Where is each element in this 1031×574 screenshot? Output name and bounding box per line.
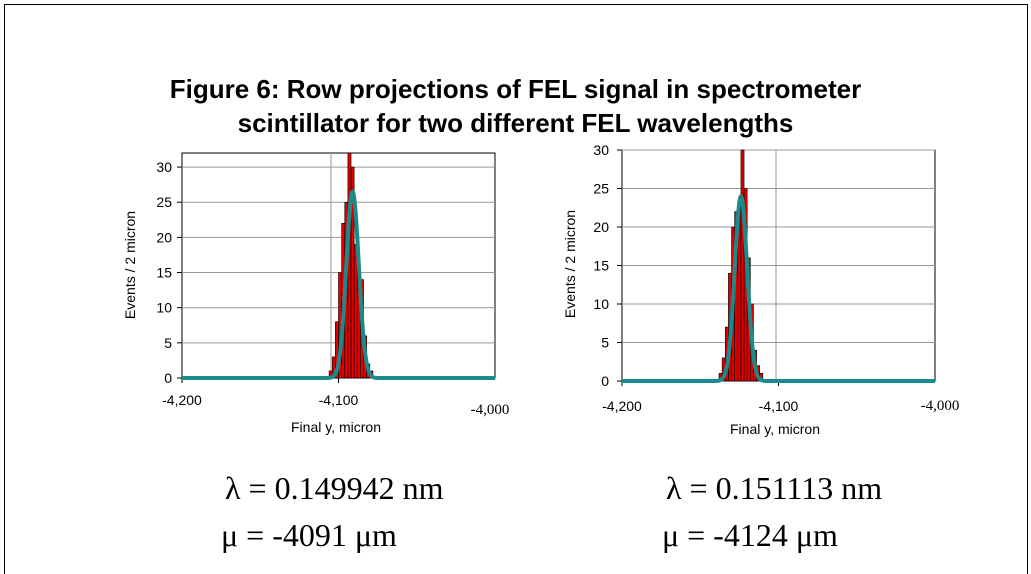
x-tick-label: -4,000: [471, 402, 510, 418]
histogram-bar: [740, 149, 745, 382]
y-axis-label: Events / 2 micron: [562, 210, 578, 318]
y-tick-label: 20: [156, 229, 172, 245]
y-tick-label: 10: [593, 296, 609, 312]
y-tick-label: 0: [601, 373, 609, 389]
y-tick-label: 5: [601, 335, 609, 351]
figure-title-line-2: scintillator for two different FEL wavel…: [237, 108, 794, 138]
gaussian-fit-curve: [180, 189, 497, 380]
y-tick-label: 25: [593, 181, 609, 197]
gaussian-fit-curve: [620, 194, 937, 383]
caption-left-mu: μ = -4091 μm: [221, 517, 397, 553]
caption-left-lambda: λ = 0.149942 nm: [225, 470, 444, 506]
figure-title: Figure 6: Row projections of FEL signal …: [0, 72, 1031, 140]
y-axis-label: Events / 2 micron: [122, 211, 138, 319]
caption-right-lambda: λ = 0.151113 nm: [666, 470, 883, 506]
caption-right-mu: μ = -4124 μm: [662, 517, 838, 553]
x-tick-label: -4,200: [162, 392, 202, 408]
y-tick-label: 25: [156, 194, 172, 210]
y-tick-label: 30: [593, 142, 609, 158]
x-tick-label: -4,000: [921, 398, 960, 414]
x-tick-label: -4,100: [759, 398, 799, 414]
x-tick-label: -4,200: [602, 398, 642, 414]
x-tick-label: -4,100: [319, 392, 359, 408]
figure-title-line-1: Figure 6: Row projections of FEL signal …: [169, 74, 862, 104]
y-tick-label: 15: [156, 265, 172, 281]
y-tick-label: 10: [156, 300, 172, 316]
y-tick-label: 20: [593, 219, 609, 235]
x-axis-label: Final y, micron: [730, 421, 820, 437]
y-tick-label: 0: [164, 370, 172, 386]
x-axis-label: Final y, micron: [291, 419, 381, 435]
y-tick-label: 30: [156, 159, 172, 175]
y-tick-label: 15: [593, 258, 609, 274]
y-tick-label: 5: [164, 335, 172, 351]
